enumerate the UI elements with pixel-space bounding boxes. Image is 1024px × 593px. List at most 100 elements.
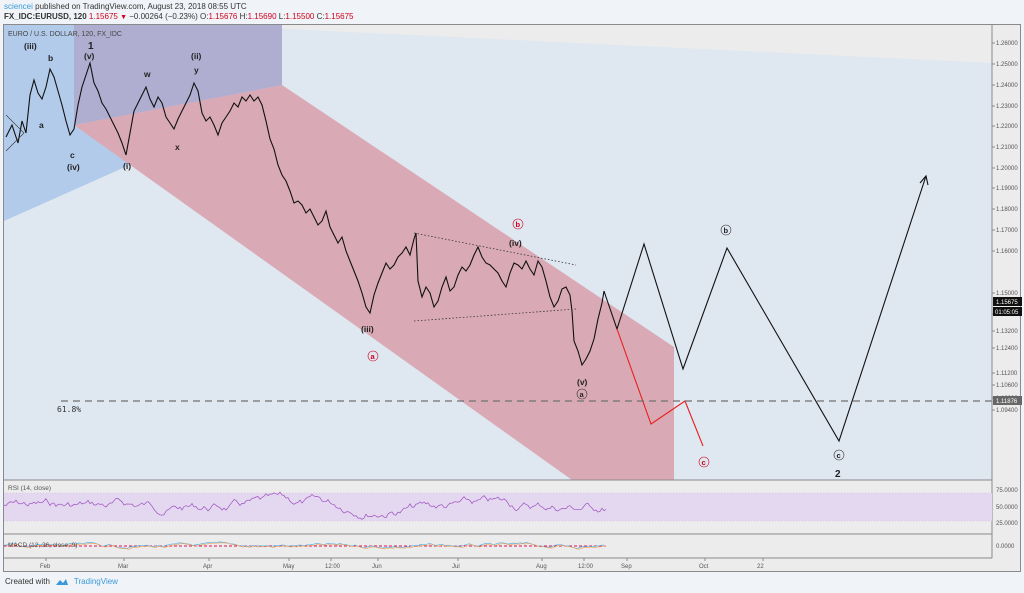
svg-text:b: b — [516, 220, 521, 229]
price-tick-label: 1.12400 — [996, 346, 1018, 352]
svg-text:(iii): (iii) — [24, 41, 37, 51]
publish-info: sciencei published on TradingView.com, A… — [4, 2, 247, 11]
indicator-axis[interactable]: 75.0000 50.0000 25.0000 0.0000 — [996, 488, 1018, 550]
triangle-upper-line — [413, 232, 577, 266]
svg-text:c: c — [702, 458, 706, 467]
last-price: 1.15675 — [88, 12, 118, 21]
price-tick-label: 1.13200 — [996, 329, 1018, 335]
svg-text:(iv): (iv) — [67, 162, 80, 172]
svg-text:2: 2 — [835, 469, 841, 480]
svg-text:y: y — [194, 65, 199, 75]
chart-canvas[interactable]: (iii) b a c (iv) 1 (v) (i) w x (ii) y (i… — [4, 25, 1022, 573]
low-label: L: — [278, 12, 286, 21]
rsi-label: RSI (14, close) — [8, 485, 51, 492]
svg-text:1: 1 — [88, 41, 94, 52]
fib-price-badge — [993, 396, 1022, 405]
svg-text:a: a — [39, 120, 44, 130]
price-tick-label: 1.19000 — [996, 186, 1018, 192]
alternate-projection-path — [616, 328, 704, 447]
last-price-badge — [993, 297, 1022, 306]
price-tick-label: 1.24000 — [996, 83, 1018, 89]
blue-zone-edge — [4, 125, 74, 221]
svg-text:(iii): (iii) — [361, 324, 374, 334]
tradingview-link[interactable]: TradingView — [73, 577, 118, 586]
fib-label: 61.8% — [57, 405, 81, 414]
svg-text:a: a — [371, 352, 376, 361]
high-value: 1.15690 — [247, 12, 277, 21]
svg-text:c: c — [837, 451, 841, 460]
upper-grey-region — [204, 25, 992, 63]
svg-text:(v): (v) — [84, 51, 95, 61]
open-value: 1.15676 — [208, 12, 238, 21]
price-tick-label: 1.15000 — [996, 291, 1018, 297]
time-tick-label: Feb — [40, 564, 51, 570]
time-tick-label: 12:00 — [325, 564, 341, 570]
low-value: 1.15500 — [285, 12, 315, 21]
svg-text:(ii): (ii) — [191, 51, 202, 61]
close-value: 1.15675 — [324, 12, 354, 21]
price-tick-label: 1.21000 — [996, 145, 1018, 151]
time-tick-label: Jul — [452, 564, 460, 570]
price-axis[interactable]: 1.26000 1.25000 1.24000 1.23000 1.22000 1.210… — [992, 41, 1018, 414]
macd-line — [4, 541, 605, 549]
price-tick-label: 1.09400 — [996, 408, 1018, 414]
svg-text:b: b — [724, 226, 729, 235]
price-tick-label: 1.17000 — [996, 228, 1018, 234]
author-link[interactable]: sciencei — [4, 2, 33, 11]
svg-text:(i): (i) — [123, 161, 131, 171]
time-tick-label: 22 — [757, 564, 764, 570]
svg-text:x: x — [175, 142, 180, 152]
price-tick-label: 1.22000 — [996, 124, 1018, 130]
price-tick-label: 1.10600 — [996, 383, 1018, 389]
price-tick-label: 1.25000 — [996, 62, 1018, 68]
macd-label: MACD (12, 26, close, 9) — [8, 542, 77, 549]
footer: Created with TradingView — [5, 577, 118, 586]
price-series-line — [5, 60, 607, 367]
red-channel — [74, 85, 674, 480]
triangle-lower-line — [413, 308, 577, 322]
time-tick-label: Oct — [699, 564, 709, 570]
time-axis[interactable]: Feb Mar Apr May 12:00 Jun Jul Aug 12:00 Sep Oct 22 — [40, 558, 764, 570]
price-tick-label: 1.11200 — [996, 371, 1018, 377]
time-tick-label: Aug — [536, 564, 547, 570]
rsi-tick-label: 25.0000 — [996, 521, 1018, 527]
open-label: O: — [199, 12, 209, 21]
chart-title: EURO / U.S. DOLLAR, 120, FX_IDC — [8, 31, 122, 38]
close-label: C: — [316, 12, 325, 21]
svg-text:c: c — [70, 150, 75, 160]
tradingview-cloud-icon — [55, 579, 68, 585]
price-tick-label: 1.20000 — [996, 166, 1018, 172]
rsi-tick-label: 75.0000 — [996, 488, 1018, 494]
chart-container[interactable]: (iii) b a c (iv) 1 (v) (i) w x (ii) y (i… — [3, 24, 1022, 573]
price-tick-label: 1.23000 — [996, 104, 1018, 110]
svg-text:a: a — [580, 390, 585, 399]
small-triangle — [5, 114, 25, 152]
price-tick-label: 1.18000 — [996, 207, 1018, 213]
published-text: published on TradingView.com, August 23,… — [35, 2, 247, 11]
price-tick-label: 1.16000 — [996, 249, 1018, 255]
price-tick-label: 1.26000 — [996, 41, 1018, 47]
symbol-name: FX_IDC:EURUSD, 120 — [4, 12, 87, 21]
created-with-text: Created with — [5, 577, 50, 586]
high-label: H: — [239, 12, 248, 21]
time-tick-label: May — [283, 564, 294, 570]
time-tick-label: Sep — [621, 564, 632, 570]
countdown-badge-text: 01:05:05 — [995, 310, 1019, 316]
rsi-line — [4, 491, 607, 520]
rsi-tick-label: 50.0000 — [996, 505, 1018, 511]
countdown-badge — [993, 307, 1022, 316]
svg-text:b: b — [48, 53, 53, 63]
svg-text:(v): (v) — [577, 377, 588, 387]
macd-signal — [5, 542, 607, 550]
fib-price-badge-text: 1.11876 — [996, 399, 1018, 405]
circled-labels: a b a b c c — [367, 218, 845, 468]
time-tick-label: Apr — [203, 564, 212, 570]
svg-text:w: w — [143, 69, 151, 79]
time-tick-label: 12:00 — [578, 564, 594, 570]
arrow-head-icon — [919, 174, 929, 186]
macd-tick-label: 0.0000 — [996, 544, 1015, 550]
svg-text:(iv): (iv) — [509, 238, 522, 248]
last-price-badge-text: 1.15675 — [996, 300, 1018, 306]
time-tick-label: Jun — [372, 564, 382, 570]
